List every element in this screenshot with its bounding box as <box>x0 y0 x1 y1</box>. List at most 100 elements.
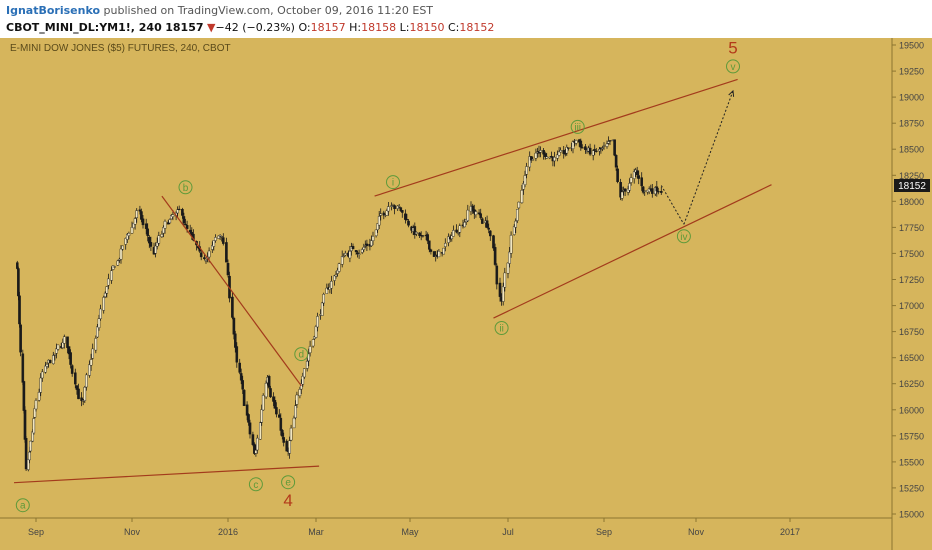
candle-body <box>160 233 164 237</box>
candle-body <box>481 218 484 224</box>
trend-line[interactable] <box>493 184 772 319</box>
price-tick-label: 15000 <box>899 510 924 520</box>
candle-body <box>405 219 409 221</box>
candle-body <box>176 209 179 214</box>
candle-body <box>407 220 410 226</box>
price-tag-bg <box>894 179 930 192</box>
candle-body <box>295 394 299 405</box>
candle-body <box>601 147 604 149</box>
candle-body <box>63 336 66 344</box>
candle-body <box>397 206 401 208</box>
candle-body <box>238 362 242 373</box>
candle-body <box>177 208 181 211</box>
candle-body <box>207 250 211 258</box>
candle-body <box>591 150 595 156</box>
candle-body <box>637 175 640 179</box>
candle-body <box>217 235 220 239</box>
candle-body <box>529 156 533 161</box>
candle-body <box>96 326 99 338</box>
candle-body <box>354 250 358 253</box>
candle-body <box>382 212 386 216</box>
candle-body <box>91 348 94 359</box>
projection-line <box>660 185 685 225</box>
candle-body <box>32 418 36 434</box>
candle-body <box>602 145 606 147</box>
candle-body <box>184 223 187 226</box>
candle-body <box>498 282 502 297</box>
candle-body <box>171 214 175 217</box>
candle-body <box>282 437 286 443</box>
candle-body <box>565 146 569 154</box>
candle-body <box>37 392 41 401</box>
wave-label: v <box>731 62 736 73</box>
wave-label-circle <box>15 498 30 513</box>
candle-body <box>29 440 32 452</box>
wave-label-circle <box>294 347 309 362</box>
time-tick-label: Sep <box>28 527 44 537</box>
candle-body <box>163 221 167 229</box>
candle-body <box>613 139 616 156</box>
candle-body <box>456 232 460 234</box>
trend-line[interactable] <box>161 195 302 387</box>
candle-body <box>121 245 124 250</box>
candle-body <box>474 211 478 215</box>
last-price: 18157 <box>165 21 204 34</box>
candle-body <box>279 417 283 431</box>
candle-body <box>463 222 466 228</box>
candle-body <box>102 297 105 311</box>
price-tick-label: 15500 <box>899 457 924 467</box>
candle-body <box>401 210 404 213</box>
time-axis-background <box>0 518 892 550</box>
candle-body <box>477 212 481 215</box>
trend-line[interactable] <box>13 465 320 484</box>
candle-body <box>97 318 101 329</box>
candle-body <box>307 353 311 362</box>
candle-body <box>39 377 42 393</box>
candle-body <box>69 352 72 365</box>
publish-line: IgnatBorisenko published on TradingView.… <box>6 4 433 17</box>
candle-body <box>199 252 203 258</box>
wave-label: i <box>392 178 394 189</box>
candle-body <box>503 272 507 288</box>
candle-body <box>210 245 214 250</box>
candle-body <box>110 270 113 281</box>
candle-body <box>77 388 80 400</box>
open-value: 18157 <box>310 21 346 34</box>
candle-body <box>387 206 390 212</box>
candle-body <box>593 149 596 151</box>
candle-body <box>571 141 575 149</box>
candle-body <box>660 190 663 193</box>
symbol-line: CBOT_MINI_DL:YM1!, 240 18157 ▼−42 (−0.23… <box>6 21 494 34</box>
candle-body <box>23 409 27 440</box>
close-value: 18152 <box>459 21 495 34</box>
candle-body <box>520 190 524 203</box>
candle-body <box>542 150 545 155</box>
price-chart[interactable]: E-MINI DOW JONES ($5) FUTURES, 240, CBOT… <box>0 38 932 550</box>
candle-body <box>182 216 186 224</box>
candle-body <box>344 253 347 256</box>
candle-body <box>455 229 458 233</box>
wave-label-circle <box>676 229 691 244</box>
candle-body <box>52 355 55 365</box>
time-tick-label: 2017 <box>780 527 800 537</box>
candle-body <box>377 216 381 226</box>
candle-body <box>553 157 556 162</box>
price-tick-label: 17500 <box>899 249 924 259</box>
wave-label: iii <box>574 122 581 133</box>
candle-body <box>135 210 139 219</box>
wave-label-circle <box>386 175 400 190</box>
time-tick-label: Nov <box>124 527 141 537</box>
candle-body <box>531 159 535 161</box>
trend-line[interactable] <box>374 78 738 197</box>
candle-body <box>111 265 115 270</box>
plot-background <box>0 38 892 518</box>
candle-body <box>543 153 547 157</box>
price-axis-background <box>892 38 932 550</box>
candle-body <box>608 140 612 142</box>
candle-body <box>489 230 492 237</box>
candle-body <box>190 231 194 236</box>
projection-arrowhead <box>728 89 735 97</box>
close-label: C: <box>447 21 460 34</box>
author-link[interactable]: IgnatBorisenko <box>6 4 101 17</box>
price-tick-label: 17750 <box>899 223 924 233</box>
